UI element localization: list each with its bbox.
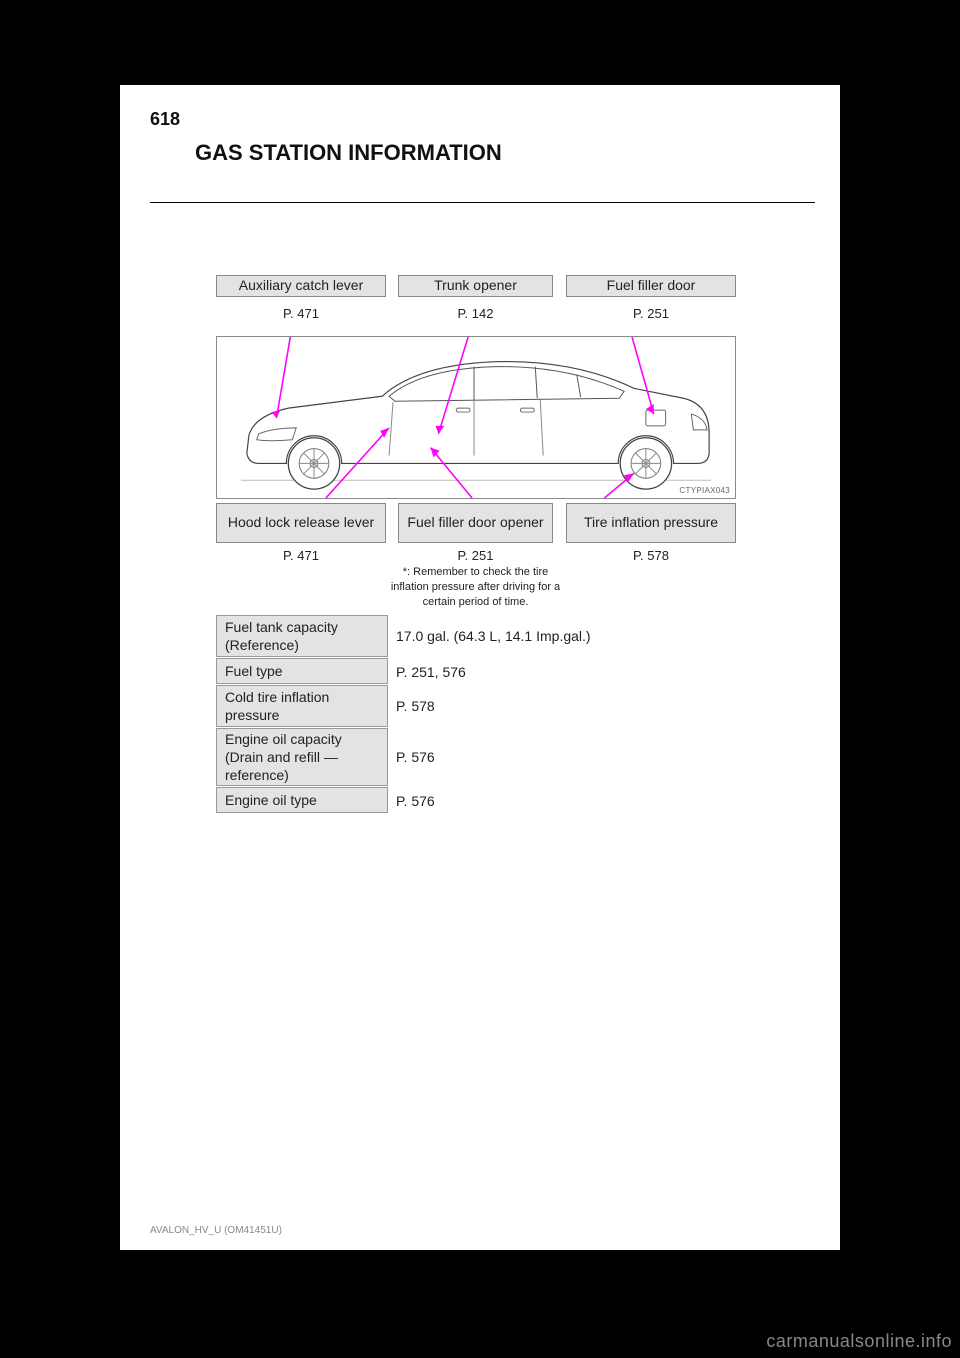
pref-aux: P. 471 <box>216 305 386 323</box>
manual-page: 618 GAS STATION INFORMATION Auxiliary ca… <box>120 85 840 1250</box>
footnote-remember: *: Remember to check the tire inflation … <box>388 565 563 610</box>
spec-label-fuel-type: Fuel type <box>216 658 388 684</box>
footer-stamp: AVALON_HV_U (OM41451U) <box>150 1225 282 1236</box>
pref-trunk: P. 142 <box>398 305 553 323</box>
label-tire-pressure: Tire inflation pressure <box>566 503 736 543</box>
label-hood-lock: Hood lock release lever <box>216 503 386 543</box>
page-number: 618 <box>150 109 180 130</box>
label-fuel-opener: Fuel filler door opener <box>398 503 553 543</box>
spec-value-fuel-type: P. 251, 576 <box>396 663 741 682</box>
pref-fuel-opener: P. 251 <box>398 547 553 565</box>
pref-hood: P. 471 <box>216 547 386 565</box>
car-svg <box>217 337 735 498</box>
spec-value-oil-capacity: P. 576 <box>396 748 741 767</box>
spec-value-tire-pressure: P. 578 <box>396 697 741 716</box>
label-fuel-door: Fuel filler door <box>566 275 736 297</box>
label-aux-catch: Auxiliary catch lever <box>216 275 386 297</box>
label-tire-text: Tire inflation pressure <box>584 514 718 532</box>
label-hood-text: Hood lock release lever <box>228 514 374 532</box>
spec-label-tire-pressure: Cold tire inflation pressure <box>216 685 388 727</box>
watermark: carmanualsonline.info <box>766 1331 952 1352</box>
label-trunk-opener: Trunk opener <box>398 275 553 297</box>
spec-label-oil-type: Engine oil type <box>216 787 388 813</box>
label-fuel-opener-text: Fuel filler door opener <box>407 514 543 532</box>
pref-tire: P. 578 <box>566 547 736 565</box>
label-aux-catch-text: Auxiliary catch lever <box>239 277 364 295</box>
label-trunk-text: Trunk opener <box>434 277 517 295</box>
title-underline <box>150 202 815 203</box>
label-fuel-door-text: Fuel filler door <box>607 277 696 295</box>
car-diagram: CTYPIAX043 <box>216 336 736 499</box>
spec-label-fuel-capacity: Fuel tank capacity (Reference) <box>216 615 388 657</box>
spec-label-oil-capacity: Engine oil capacity (Drain and refill — … <box>216 728 388 786</box>
page-title: GAS STATION INFORMATION <box>195 140 502 166</box>
diagram-code: CTYPIAX043 <box>679 486 730 495</box>
spec-value-oil-type: P. 576 <box>396 792 741 811</box>
pref-fuel-door: P. 251 <box>566 305 736 323</box>
spec-value-fuel-capacity: 17.0 gal. (64.3 L, 14.1 Imp.gal.) <box>396 627 741 646</box>
